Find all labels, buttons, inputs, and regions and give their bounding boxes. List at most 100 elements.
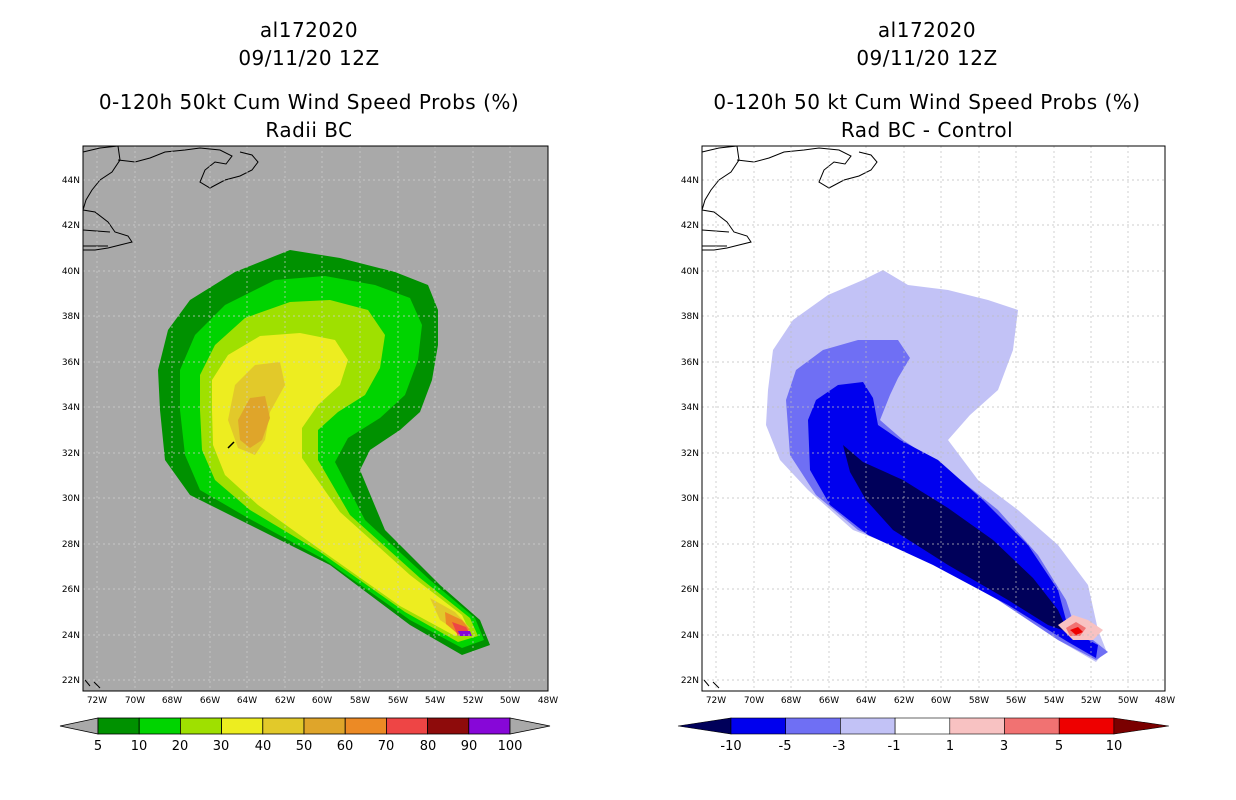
storm-id: al172020 bbox=[877, 18, 977, 42]
lon-label: 52W bbox=[463, 696, 483, 706]
lon-label: 58W bbox=[969, 696, 989, 706]
colorbar-label: 3 bbox=[1000, 739, 1008, 754]
right-colorbar: -10 -5 -3 -1 1 3 5 10 bbox=[677, 717, 1169, 754]
lon-label: 64W bbox=[856, 696, 876, 706]
lat-label: 26N bbox=[681, 585, 699, 595]
colorbar-label: 1 bbox=[946, 739, 954, 754]
colorbar-label: 90 bbox=[461, 739, 478, 754]
lat-label: 22N bbox=[62, 676, 80, 686]
colorbar-label: -3 bbox=[833, 739, 846, 754]
left-colorbar: 5 10 20 30 40 50 60 70 80 90 100 bbox=[59, 717, 551, 754]
colorbar-cell bbox=[303, 717, 346, 735]
colorbar-high-arrow bbox=[509, 717, 551, 735]
lon-label: 70W bbox=[125, 696, 145, 706]
colorbar-label: 30 bbox=[213, 739, 230, 754]
lat-label: 44N bbox=[62, 176, 80, 186]
lat-label: 30N bbox=[681, 494, 699, 504]
difference-field bbox=[766, 270, 1108, 662]
lon-label: 48W bbox=[1155, 696, 1175, 706]
lon-label: 48W bbox=[538, 696, 558, 706]
lon-label: 66W bbox=[200, 696, 220, 706]
colorbar-label: 50 bbox=[296, 739, 313, 754]
lat-label: 38N bbox=[62, 312, 80, 322]
forecast-date: 09/11/20 12Z bbox=[238, 46, 380, 70]
lon-label: 60W bbox=[931, 696, 951, 706]
lat-label: 28N bbox=[62, 540, 80, 550]
lon-axis: 72W 70W 68W 66W 64W 62W 60W 58W 56W 54W … bbox=[706, 696, 1175, 706]
colorbar-cells bbox=[677, 717, 1169, 735]
lat-label: 24N bbox=[62, 631, 80, 641]
lat-label: 30N bbox=[62, 494, 80, 504]
forecast-date: 09/11/20 12Z bbox=[856, 46, 998, 70]
contour-50 bbox=[238, 396, 270, 448]
map-subtitle: Rad BC - Control bbox=[840, 118, 1014, 142]
right-map-svg: 44N 42N 40N 38N 36N 34N 32N 30N 28N 26N … bbox=[677, 145, 1175, 754]
colorbar-cell bbox=[949, 717, 1005, 735]
lon-label: 56W bbox=[388, 696, 408, 706]
colorbar-cell bbox=[1058, 717, 1115, 735]
lon-label: 56W bbox=[1006, 696, 1026, 706]
lon-label: 54W bbox=[1044, 696, 1064, 706]
lat-label: 42N bbox=[681, 221, 699, 231]
lon-label: 50W bbox=[1118, 696, 1138, 706]
lon-label: 62W bbox=[275, 696, 295, 706]
lat-label: 28N bbox=[681, 540, 699, 550]
colorbar-label: -5 bbox=[779, 739, 792, 754]
lon-label: 52W bbox=[1081, 696, 1101, 706]
lat-label: 38N bbox=[681, 312, 699, 322]
colorbar-label: 60 bbox=[337, 739, 354, 754]
lat-axis: 44N 42N 40N 38N 36N 34N 32N 30N 28N 26N … bbox=[62, 176, 80, 686]
colorbar-label: 100 bbox=[498, 739, 523, 754]
colorbar-cell bbox=[385, 717, 428, 735]
colorbar-cell bbox=[262, 717, 305, 735]
contour-plus-5 bbox=[1070, 627, 1083, 635]
probability-field bbox=[158, 250, 490, 655]
colorbar-label: -10 bbox=[720, 739, 741, 754]
lat-label: 44N bbox=[681, 176, 699, 186]
map-title: 0-120h 50 kt Cum Wind Speed Probs (%) bbox=[713, 90, 1141, 114]
colorbar-cell bbox=[138, 717, 181, 735]
contour-30 bbox=[212, 333, 470, 636]
colorbar-low-arrow bbox=[59, 717, 99, 735]
colorbar-cell bbox=[1004, 717, 1060, 735]
lon-label: 50W bbox=[500, 696, 520, 706]
colorbar-label: 70 bbox=[378, 739, 395, 754]
colorbar-cell bbox=[468, 717, 511, 735]
lat-label: 36N bbox=[62, 358, 80, 368]
lat-label: 32N bbox=[62, 449, 80, 459]
colorbar-cell bbox=[221, 717, 264, 735]
lat-axis: 44N 42N 40N 38N 36N 34N 32N 30N 28N 26N … bbox=[681, 176, 699, 686]
lon-label: 66W bbox=[819, 696, 839, 706]
lon-label: 64W bbox=[237, 696, 257, 706]
lat-label: 34N bbox=[62, 403, 80, 413]
map-frame bbox=[82, 145, 549, 692]
lon-label: 72W bbox=[706, 696, 726, 706]
gridlines bbox=[83, 146, 548, 691]
lon-axis: 72W 70W 68W 66W 64W 62W 60W 58W 56W 54W … bbox=[87, 696, 558, 706]
lon-label: 70W bbox=[744, 696, 764, 706]
colorbar-cell bbox=[840, 717, 896, 735]
colorbar-label: 5 bbox=[1055, 739, 1063, 754]
lon-label: 62W bbox=[894, 696, 914, 706]
lon-label: 60W bbox=[312, 696, 332, 706]
colorbar-label: 10 bbox=[131, 739, 148, 754]
colorbar-cell bbox=[785, 717, 841, 735]
colorbar-low-arrow bbox=[677, 717, 732, 735]
colorbar-label: -1 bbox=[888, 739, 901, 754]
lat-label: 24N bbox=[681, 631, 699, 641]
colorbar-cell bbox=[97, 717, 140, 735]
map-title: 0-120h 50kt Cum Wind Speed Probs (%) bbox=[98, 90, 520, 114]
left-panel: al172020 09/11/20 12Z 0-120h 50kt Cum Wi… bbox=[59, 18, 558, 754]
lat-label: 34N bbox=[681, 403, 699, 413]
lat-label: 22N bbox=[681, 676, 699, 686]
left-map-svg: 44N 42N 40N 38N 36N 34N 32N 30N 28N 26N … bbox=[59, 145, 558, 754]
colorbar-cell bbox=[894, 717, 951, 735]
colorbar-cells bbox=[97, 717, 511, 735]
gridlines bbox=[702, 146, 1165, 691]
lon-label: 68W bbox=[781, 696, 801, 706]
colorbar-cell bbox=[179, 717, 222, 735]
contour-minus-10 bbox=[843, 445, 1068, 632]
map-frame bbox=[701, 145, 1166, 692]
lat-label: 42N bbox=[62, 221, 80, 231]
lat-label: 40N bbox=[62, 267, 80, 277]
